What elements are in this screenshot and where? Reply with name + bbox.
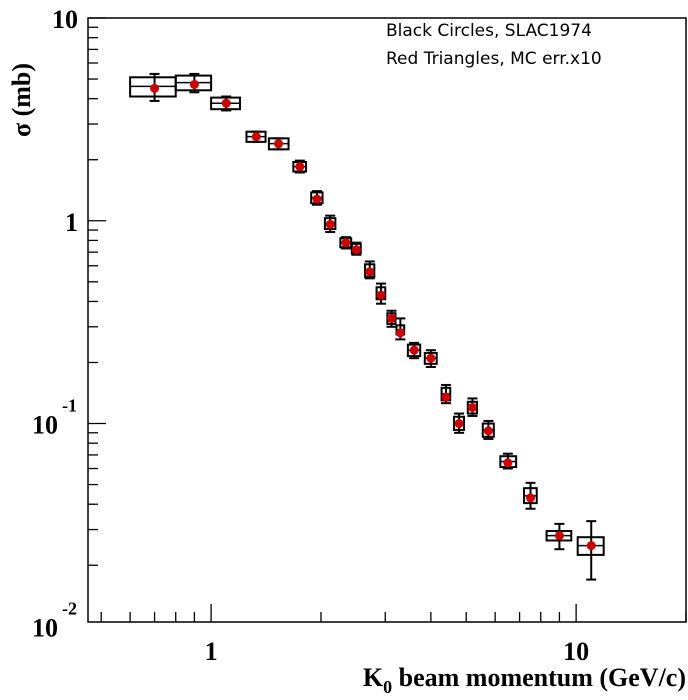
- y-tick-label-exponent: -1: [62, 396, 77, 416]
- data-point: [441, 392, 451, 402]
- data-point: [483, 426, 493, 436]
- x-axis-title-text: beam momentum (GeV/c): [392, 663, 686, 692]
- data-point: [221, 98, 231, 108]
- x-axis-title-subscript: 0: [383, 677, 392, 695]
- legend: Black Circles, SLAC1974 Red Triangles, M…: [386, 21, 602, 69]
- data-point: [376, 290, 386, 300]
- data-point: [189, 79, 199, 89]
- data-point: [467, 402, 477, 412]
- data-point: [365, 267, 375, 277]
- data-point: [312, 194, 322, 204]
- data-point: [325, 219, 335, 229]
- y-tick-label: 10: [32, 613, 58, 642]
- data-point: [586, 541, 596, 551]
- data-point: [395, 328, 405, 338]
- plot-frame: [87, 17, 687, 623]
- y-tick-label: 10: [32, 411, 58, 440]
- data-point: [351, 245, 361, 255]
- x-axis-title-symbol: K: [363, 663, 384, 692]
- y-axis-title: σ (mb): [7, 63, 36, 137]
- y-tick-label-exponent: -2: [62, 598, 77, 618]
- y-tick-label: 10: [52, 5, 78, 34]
- marks-layer: [129, 72, 605, 581]
- legend-entry-1: Black Circles, SLAC1974: [386, 21, 592, 41]
- data-point: [554, 531, 564, 541]
- x-tick-label: 10: [563, 637, 589, 666]
- x-axis-title: K0 beam momentum (GeV/c): [363, 663, 686, 695]
- data-point: [251, 132, 261, 142]
- data-point: [295, 162, 305, 172]
- legend-entry-2: Red Triangles, MC err.x10: [386, 49, 602, 69]
- y-tick-label: 1: [65, 208, 78, 237]
- data-point: [386, 313, 396, 323]
- data-point: [454, 419, 464, 429]
- data-point: [409, 345, 419, 355]
- data-point: [150, 83, 160, 93]
- x-tick-label: 1: [205, 637, 218, 666]
- data-point: [426, 353, 436, 363]
- data-point: [503, 458, 513, 468]
- data-point: [341, 238, 351, 248]
- data-point: [274, 139, 284, 149]
- data-point: [526, 493, 536, 503]
